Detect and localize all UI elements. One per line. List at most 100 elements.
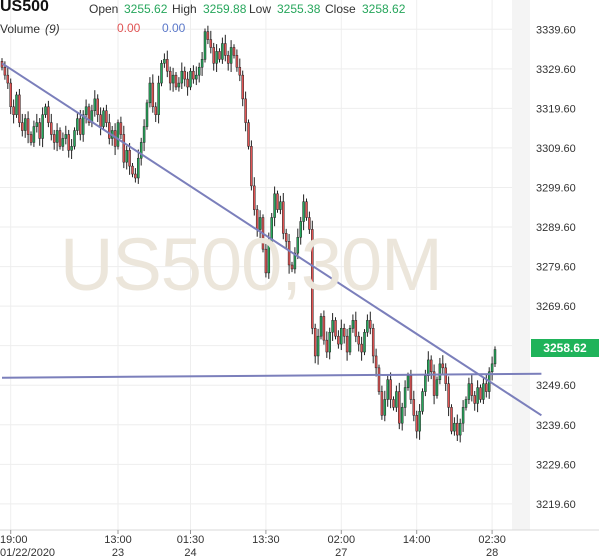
candle-body: [226, 55, 230, 64]
candle: [50, 113, 53, 141]
candle-body: [299, 221, 302, 238]
candle: [232, 44, 236, 59]
candle: [299, 216, 302, 245]
candle-body: [418, 411, 421, 432]
candle-body: [15, 94, 18, 115]
candle-body: [102, 110, 105, 127]
candle-body: [424, 375, 427, 392]
candle: [38, 118, 41, 146]
candle: [287, 233, 291, 274]
candle: [432, 364, 436, 405]
candle-body: [171, 74, 175, 84]
candle: [258, 210, 262, 239]
candle: [64, 125, 68, 145]
candle-body: [371, 328, 375, 357]
candle: [168, 66, 172, 91]
candle-body: [363, 331, 366, 353]
candle-body: [44, 106, 47, 115]
candle-body: [447, 383, 450, 408]
candle: [70, 139, 73, 159]
candle: [250, 140, 253, 191]
symbol-watermark: US500,30M: [60, 223, 443, 306]
current-price-tag: 3258.62: [531, 339, 599, 357]
candle-body: [482, 383, 485, 400]
candle-body: [406, 375, 410, 388]
candle: [366, 314, 369, 337]
candle: [174, 71, 178, 91]
candle-body: [340, 328, 343, 345]
candle-body: [458, 422, 462, 436]
candle: [325, 331, 329, 358]
candle-body: [377, 367, 381, 392]
candle: [363, 329, 366, 356]
candle-body: [432, 371, 436, 396]
candle-body: [351, 320, 355, 329]
candle-body: [67, 134, 70, 151]
candle: [470, 374, 474, 402]
candle: [450, 404, 453, 435]
candle-body: [183, 70, 186, 80]
candle: [116, 119, 120, 150]
candle: [203, 28, 207, 63]
candle: [226, 50, 230, 71]
candle: [166, 50, 169, 78]
candle: [441, 355, 445, 374]
candle-body: [108, 122, 111, 139]
candle-body: [392, 399, 395, 408]
candle-body: [215, 51, 218, 64]
candle-body: [157, 82, 160, 115]
candle: [273, 186, 276, 227]
candle: [400, 402, 404, 431]
candle: [163, 53, 166, 68]
candle: [99, 107, 102, 136]
time-tick-label: 19:00: [0, 534, 28, 546]
candle-body: [148, 82, 152, 104]
candle: [209, 30, 213, 54]
volume-value-2: 0.00: [162, 21, 186, 35]
price-tick-label: 3229.60: [536, 459, 576, 471]
price-tick-label: 3239.60: [536, 420, 576, 432]
candle: [427, 351, 430, 382]
candle: [308, 211, 311, 234]
candle-body: [450, 407, 453, 432]
candle: [84, 99, 88, 124]
candle-body: [313, 328, 317, 357]
candle: [125, 145, 128, 170]
candle: [58, 127, 62, 150]
price-tick-label: 3219.60: [536, 499, 576, 511]
candle-body: [6, 74, 10, 84]
candle: [235, 49, 239, 72]
candle: [290, 261, 294, 273]
candle-body: [50, 122, 53, 135]
candle-body: [296, 237, 300, 254]
candle-body: [125, 150, 128, 163]
candle: [284, 228, 288, 249]
date-tick-label: 24: [184, 547, 196, 558]
symbol-title[interactable]: US500: [0, 0, 49, 15]
candle: [461, 400, 465, 432]
candle-body: [238, 66, 242, 76]
candle: [360, 336, 363, 361]
candle-body: [197, 66, 201, 76]
candle: [371, 323, 375, 364]
candle-body: [435, 379, 439, 396]
candle: [183, 66, 186, 87]
candle-body: [137, 157, 140, 179]
candle-body: [221, 43, 224, 60]
candle: [322, 310, 326, 345]
candle-body: [241, 74, 244, 100]
candle: [369, 311, 372, 335]
candle: [206, 25, 210, 45]
candle-body: [218, 51, 221, 60]
candle-body: [247, 122, 250, 147]
price-axis[interactable]: 3219.603229.603239.603249.603259.603269.…: [536, 24, 576, 511]
candle-body: [389, 379, 392, 400]
candle: [253, 177, 256, 216]
candle: [108, 113, 111, 145]
candle: [267, 232, 271, 279]
candle-body: [3, 66, 7, 76]
candle-body: [84, 106, 88, 115]
candle: [122, 125, 126, 169]
